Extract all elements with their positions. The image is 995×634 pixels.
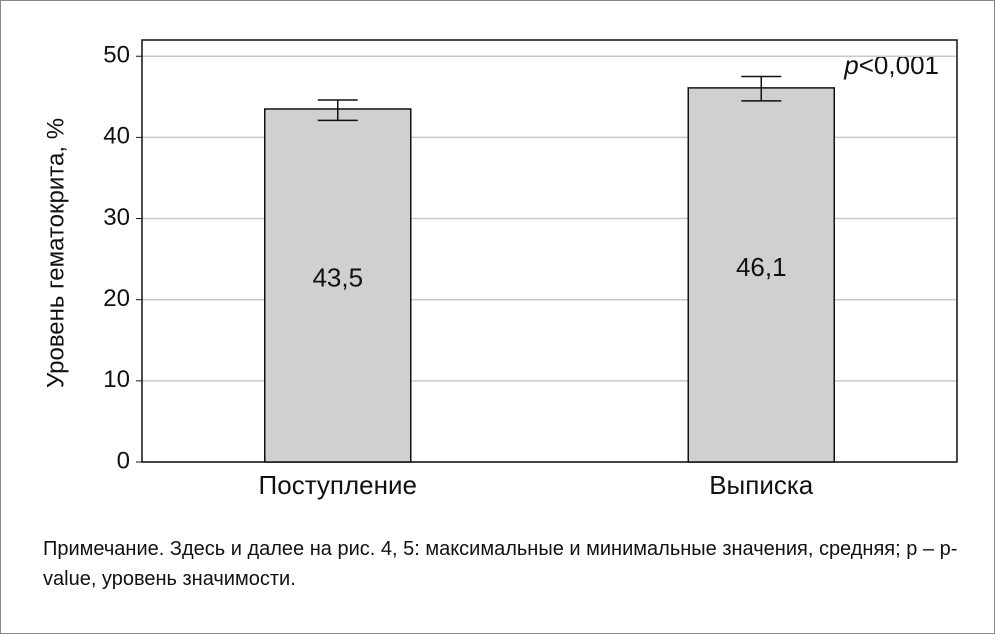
y-tick-label: 40 xyxy=(103,123,130,150)
x-tick-label: Поступление xyxy=(259,470,417,500)
y-tick-label: 10 xyxy=(103,366,130,393)
x-tick-label: Выписка xyxy=(709,470,814,500)
annotation-text: <0,001 xyxy=(859,50,939,80)
value-label: 43,5 xyxy=(312,262,363,292)
y-axis-label: Уровень гематокрита, % xyxy=(42,118,69,388)
note: Примечание. Здесь и далее на рис. 4, 5: … xyxy=(43,538,958,590)
plot-frame xyxy=(141,39,958,463)
chart: Уровень гематокрита, % p<0,001 0 10 20 30 40… xyxy=(42,39,958,500)
y-tick-label: 0 xyxy=(117,447,130,474)
bar xyxy=(264,108,412,463)
y-tick-label: 20 xyxy=(103,285,130,312)
annotation-symbol: p xyxy=(843,50,858,80)
value-label: 46,1 xyxy=(736,252,787,282)
y-tick-label: 50 xyxy=(103,42,130,69)
annotation: p<0,001 xyxy=(843,50,939,80)
y-tick-label: 30 xyxy=(103,204,130,231)
